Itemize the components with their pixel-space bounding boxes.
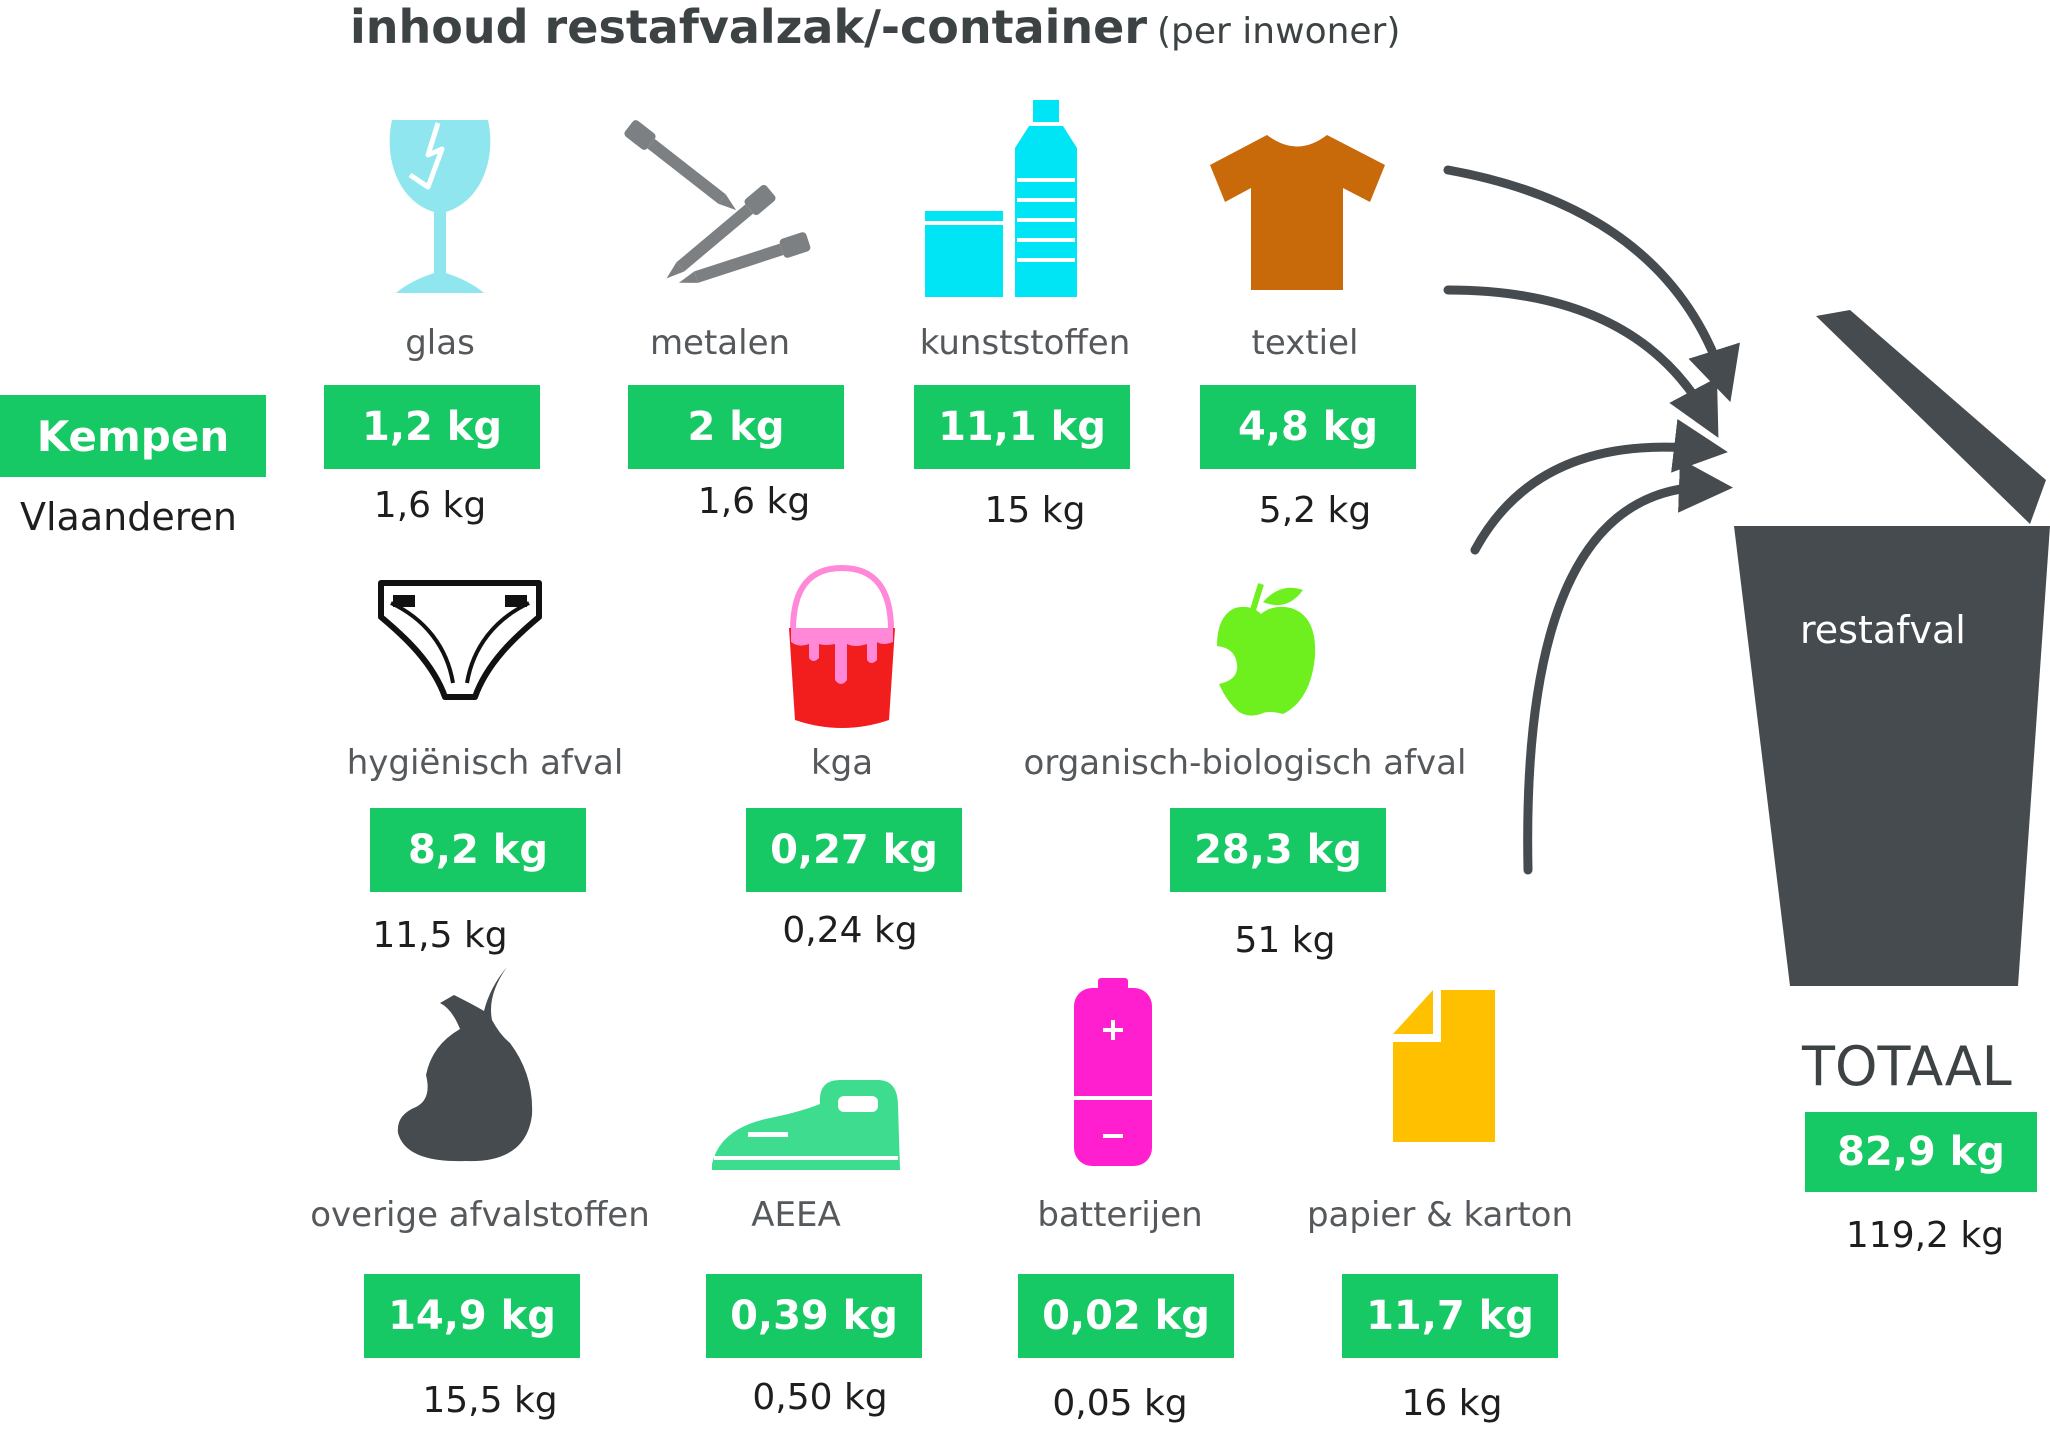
page-title: inhoud restafvalzak/-container (per inwon… <box>350 0 1400 70</box>
kempen-value: 14,9 kg <box>364 1274 580 1358</box>
vlaanderen-value: 1,6 kg <box>697 481 811 522</box>
category-label: kga <box>810 743 874 783</box>
total-label: TOTAAL <box>1802 1035 2012 1098</box>
total-kempen-value: 82,9 kg <box>1805 1112 2037 1192</box>
legend-kempen: Kempen <box>0 395 266 477</box>
trash-bin-icon <box>1734 310 2050 986</box>
kempen-value: 0,39 kg <box>706 1274 922 1358</box>
paint-bucket-icon <box>789 564 895 728</box>
title-main: inhoud restafvalzak/-container <box>350 0 1148 54</box>
vlaanderen-value: 15 kg <box>984 490 1086 531</box>
category-label: hygiënisch afval <box>346 743 624 783</box>
vlaanderen-value: 0,50 kg <box>752 1377 888 1418</box>
garbage-bag-icon <box>397 967 533 1162</box>
vlaanderen-value: 51 kg <box>1234 920 1336 961</box>
kempen-value: 0,27 kg <box>746 808 962 892</box>
vlaanderen-value: 0,24 kg <box>782 910 918 951</box>
tshirt-icon <box>1210 135 1385 290</box>
vlaanderen-value: 11,5 kg <box>372 915 508 956</box>
apple-core-icon <box>1217 583 1316 716</box>
screws-icon <box>624 120 811 283</box>
kempen-value: 1,2 kg <box>324 385 540 469</box>
kempen-value: 4,8 kg <box>1200 385 1416 469</box>
category-label: AEEA <box>751 1195 841 1235</box>
bin-label: restafval <box>1800 608 1966 652</box>
category-label: overige afvalstoffen <box>310 1195 650 1235</box>
category-label: organisch-biologisch afval <box>1023 743 1467 783</box>
vlaanderen-value: 16 kg <box>1401 1383 1503 1424</box>
category-label: glas <box>405 323 475 363</box>
legend-vlaanderen: Vlaanderen <box>20 495 237 539</box>
plastic-bottle-icon <box>925 100 1077 297</box>
kempen-value: 2 kg <box>628 385 844 469</box>
diaper-icon <box>378 580 542 700</box>
category-label: metalen <box>649 323 791 363</box>
total-vlaanderen-value: 119,2 kg <box>1845 1215 2005 1256</box>
category-label: batterijen <box>1037 1195 1203 1235</box>
battery-icon <box>1074 978 1152 1166</box>
broken-glass-icon <box>389 120 491 293</box>
category-label: textiel <box>1251 323 1359 363</box>
title-subtitle: (per inwoner) <box>1157 11 1401 52</box>
vlaanderen-value: 0,05 kg <box>1052 1383 1188 1424</box>
iron-icon <box>712 1080 900 1170</box>
kempen-value: 28,3 kg <box>1170 808 1386 892</box>
paper-icon <box>1393 990 1495 1142</box>
category-label: kunststoffen <box>919 323 1131 363</box>
vlaanderen-value: 5,2 kg <box>1258 490 1372 531</box>
vlaanderen-value: 1,6 kg <box>373 485 487 526</box>
kempen-value: 11,1 kg <box>914 385 1130 469</box>
kempen-value: 0,02 kg <box>1018 1274 1234 1358</box>
vlaanderen-value: 15,5 kg <box>422 1380 558 1421</box>
kempen-value: 8,2 kg <box>370 808 586 892</box>
category-label: papier & karton <box>1306 1195 1574 1235</box>
kempen-value: 11,7 kg <box>1342 1274 1558 1358</box>
